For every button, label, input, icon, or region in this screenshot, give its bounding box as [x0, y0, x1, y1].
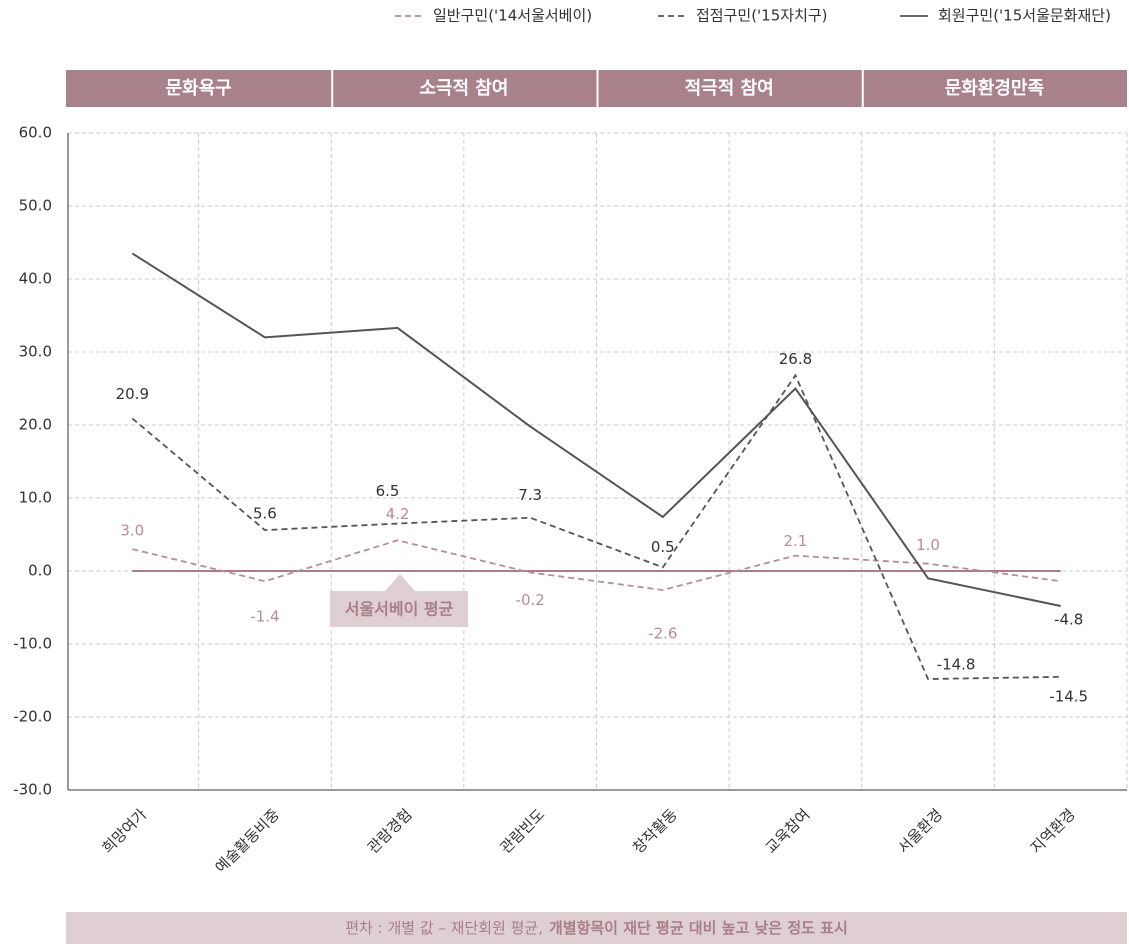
- data-label: -1.4: [250, 608, 279, 626]
- legend-label: 일반구민('14서울서베이): [433, 7, 592, 25]
- y-tick-label: 10.0: [19, 489, 52, 507]
- x-tick-label: 지역환경: [1027, 805, 1079, 857]
- x-tick-label: 희망여가: [99, 805, 151, 857]
- data-label: 7.3: [518, 486, 542, 504]
- group-header: [863, 70, 1127, 107]
- y-tick-label: 30.0: [19, 343, 52, 361]
- reference-pointer: [385, 574, 415, 591]
- series-line: [132, 539, 1061, 591]
- x-tick-label: 창작활동: [629, 805, 681, 857]
- footnote: 편차 : 개별 값 – 재단회원 평균, 개별항목이 재단 평균 대비 높고 낮은…: [345, 919, 848, 937]
- group-label: 문화욕구: [166, 78, 232, 99]
- y-tick-label: -10.0: [13, 635, 52, 653]
- data-label: -14.5: [1049, 687, 1088, 705]
- data-label: 2.1: [784, 532, 808, 550]
- footnote-bold: 개별항목이 재단 평균 대비 높고 낮은 정도 표시: [549, 919, 848, 937]
- reference-label: 서울서베이 평균: [345, 600, 454, 619]
- footnote-text: 편차 : 개별 값 – 재단회원 평균,: [345, 919, 543, 937]
- y-tick-label: -20.0: [13, 708, 52, 726]
- data-label: 4.2: [386, 505, 410, 523]
- x-tick-label: 교육참여: [762, 805, 814, 857]
- reference-box: [330, 591, 468, 627]
- data-label: 6.5: [376, 482, 400, 500]
- data-label: -4.8: [1054, 611, 1083, 629]
- data-label: 26.8: [779, 350, 812, 368]
- data-label: -2.6: [648, 624, 677, 642]
- data-label: -0.2: [516, 591, 545, 609]
- footnote-bar: [66, 912, 1127, 944]
- data-label: 5.6: [253, 505, 277, 523]
- data-label: 3.0: [120, 522, 144, 540]
- y-tick-label: 20.0: [19, 416, 52, 434]
- legend-label: 접점구민('15자치구): [696, 7, 828, 25]
- x-tick-label: 관람경험: [364, 805, 416, 857]
- group-label: 문화환경만족: [945, 77, 1044, 99]
- group-header: [333, 70, 597, 107]
- group-label: 소극적 참여: [419, 78, 508, 99]
- data-label: 20.9: [116, 385, 149, 403]
- group-header: [66, 70, 332, 107]
- x-tick-label: 예술활동비중: [212, 805, 283, 876]
- group-header: [598, 70, 862, 107]
- x-tick-label: 서울환경: [894, 805, 946, 857]
- y-tick-label: 0.0: [28, 562, 52, 580]
- y-tick-label: 60.0: [19, 124, 52, 142]
- series-line: [131, 373, 1061, 680]
- data-label: 1.0: [916, 536, 940, 554]
- data-label: 0.5: [651, 538, 675, 556]
- series-line: [131, 252, 1061, 608]
- x-tick-label: 관람빈도: [496, 805, 548, 857]
- group-label: 적극적 참여: [685, 78, 774, 99]
- y-tick-label: 40.0: [19, 270, 52, 288]
- y-tick-label: -30.0: [13, 781, 52, 799]
- data-label: -14.8: [937, 656, 976, 674]
- legend-label: 회원구민('15서울문화재단): [938, 7, 1111, 25]
- y-tick-label: 50.0: [19, 197, 52, 215]
